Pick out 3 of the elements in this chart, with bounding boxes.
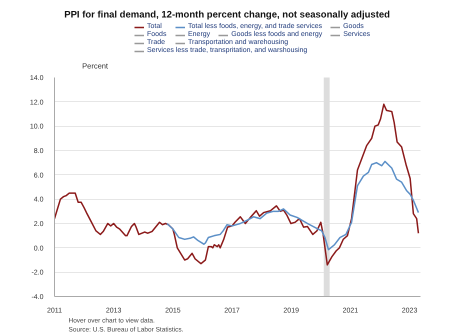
line-series	[166, 160, 420, 250]
chart-title: PPI for final demand, 12-month percent change, not seasonally adjusted	[64, 10, 390, 20]
line-series	[54, 104, 420, 266]
